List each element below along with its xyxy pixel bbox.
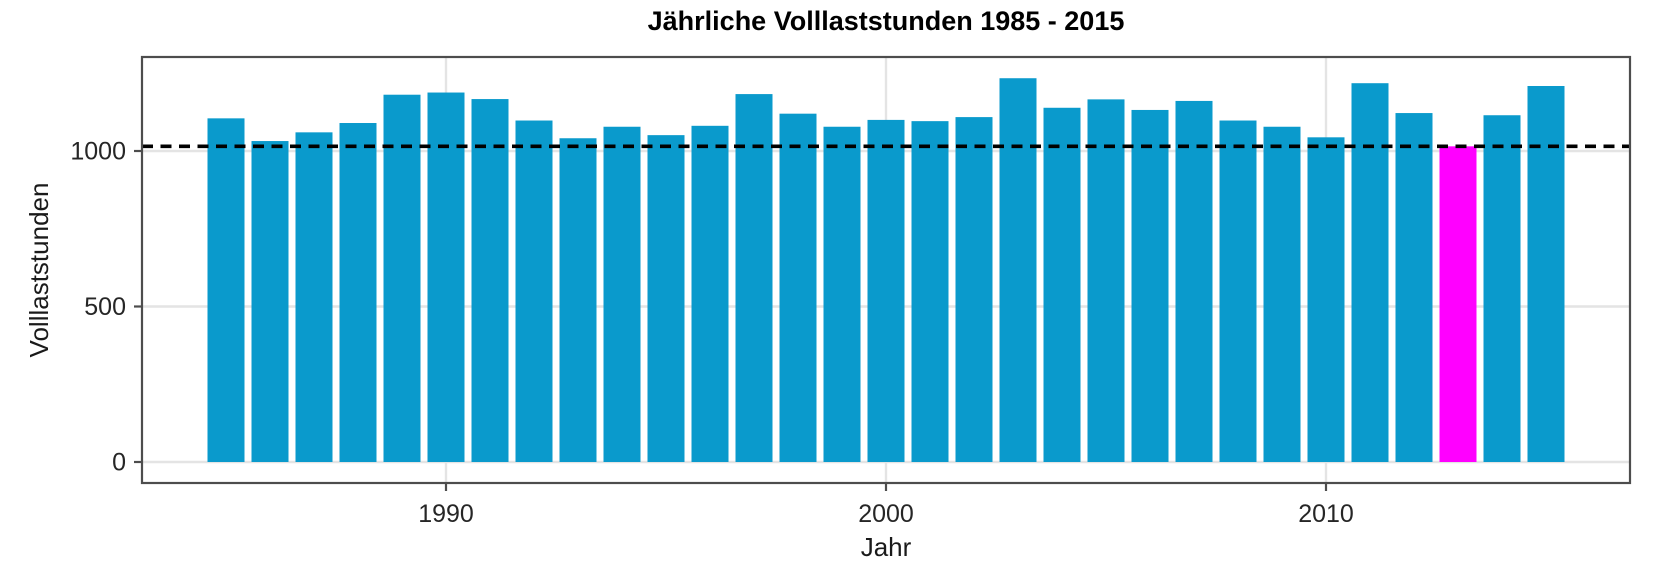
y-tick-label-1000: 1000	[70, 138, 126, 166]
bar-1992	[515, 120, 553, 462]
bar-2013	[1439, 146, 1477, 462]
bar-2005	[1087, 99, 1125, 463]
x-axis-title: Jahr	[860, 532, 912, 562]
bar-1996	[691, 125, 729, 463]
bar-2012	[1395, 113, 1433, 463]
x-tick-label-2010: 2010	[1298, 500, 1354, 528]
bar-1993	[559, 138, 597, 462]
bar-2008	[1219, 120, 1257, 462]
bar-2007	[1175, 100, 1213, 462]
x-tick-label-1990: 1990	[418, 500, 474, 528]
bar-1985	[207, 118, 245, 462]
bar-1989	[383, 94, 421, 463]
x-tick-label-2000: 2000	[858, 500, 914, 528]
bar-2011	[1351, 83, 1389, 463]
bar-2003	[999, 78, 1037, 462]
chart-title: Jährliche Volllaststunden 1985 - 2015	[647, 6, 1125, 36]
bar-1998	[779, 113, 817, 463]
bar-2001	[911, 121, 949, 463]
bar-2009	[1263, 126, 1301, 462]
bar-2004	[1043, 107, 1081, 463]
bar-1990	[427, 92, 465, 463]
bar-1991	[471, 99, 509, 463]
bar-1995	[647, 135, 685, 462]
bar-2010	[1307, 137, 1345, 463]
bar-2000	[867, 119, 905, 463]
bar-1988	[339, 123, 377, 462]
bar-2015	[1527, 86, 1565, 462]
bar-1994	[603, 126, 641, 462]
bar-1999	[823, 126, 861, 462]
bar-1986	[251, 141, 289, 462]
bar-2014	[1483, 115, 1521, 463]
y-tick-label-0: 0	[112, 449, 126, 477]
bar-1997	[735, 94, 773, 462]
bar-2006	[1131, 109, 1169, 462]
y-tick-label-500: 500	[84, 293, 126, 321]
bar-2002	[955, 117, 993, 462]
bar-1987	[295, 132, 333, 462]
